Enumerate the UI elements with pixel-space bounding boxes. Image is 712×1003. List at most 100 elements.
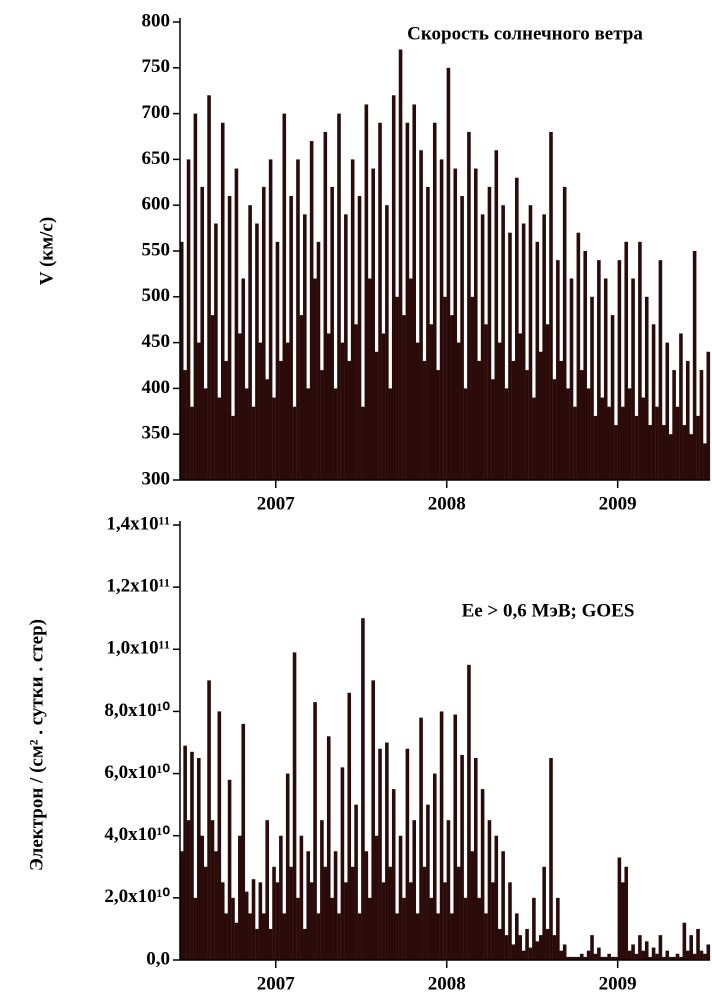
- bar: [330, 897, 334, 960]
- bar: [658, 260, 663, 480]
- bar: [443, 296, 447, 480]
- bar: [344, 214, 348, 481]
- bar: [419, 150, 423, 481]
- bar: [597, 947, 601, 960]
- bar: [497, 342, 502, 480]
- bar: [238, 333, 242, 480]
- bar: [651, 324, 656, 480]
- bar: [179, 241, 184, 480]
- bar: [231, 415, 235, 480]
- y-axis-label: V (км/с): [36, 217, 57, 285]
- bar: [617, 260, 622, 480]
- bar: [463, 388, 468, 480]
- bar: [617, 857, 622, 960]
- bar: [696, 415, 700, 480]
- bar: [631, 278, 635, 480]
- bar: [217, 397, 222, 480]
- bar: [347, 360, 352, 480]
- bar: [696, 928, 700, 960]
- bar: [463, 897, 468, 960]
- bar: [538, 351, 543, 480]
- bar: [381, 882, 386, 960]
- bar: [685, 950, 690, 960]
- bar: [556, 260, 560, 480]
- bar: [689, 434, 693, 480]
- bar: [241, 278, 246, 480]
- bar: [655, 406, 659, 480]
- bar: [511, 360, 516, 480]
- bar: [494, 835, 499, 960]
- bar: [241, 723, 246, 960]
- bar: [624, 866, 629, 960]
- bar: [330, 186, 334, 480]
- bar: [337, 113, 341, 480]
- bar: [244, 891, 249, 960]
- bar: [320, 370, 324, 480]
- bar: [576, 956, 581, 960]
- bar: [333, 388, 338, 480]
- y-tick-label: 500: [142, 285, 171, 306]
- bar: [207, 95, 211, 480]
- bar: [197, 342, 201, 480]
- bar: [409, 882, 413, 960]
- bar: [255, 928, 259, 960]
- bar: [306, 851, 311, 960]
- bar: [340, 342, 345, 480]
- bar: [323, 131, 328, 481]
- bar: [668, 956, 673, 960]
- bar: [289, 196, 293, 481]
- bar: [460, 196, 464, 481]
- bar: [316, 913, 321, 960]
- bar: [487, 186, 492, 480]
- bar: [395, 913, 399, 960]
- bar: [497, 928, 502, 960]
- bar: [258, 342, 263, 480]
- bar: [398, 49, 403, 480]
- bar: [521, 950, 526, 960]
- bar: [391, 789, 396, 960]
- bar: [436, 913, 440, 960]
- bar: [388, 866, 393, 960]
- bar: [398, 835, 403, 960]
- bar: [450, 913, 454, 960]
- bar: [446, 67, 451, 481]
- bar: [220, 882, 225, 960]
- bar: [391, 95, 396, 480]
- y-tick-label: 600: [142, 194, 171, 215]
- bar: [323, 866, 328, 960]
- bar: [460, 754, 464, 960]
- bar: [179, 851, 184, 960]
- bar: [665, 950, 670, 960]
- bar: [285, 773, 290, 960]
- bar: [559, 360, 564, 480]
- bar: [412, 104, 417, 480]
- bar: [326, 736, 331, 960]
- bar: [426, 804, 430, 960]
- y-axis-label: Электрон / (см² . сутки . стер): [26, 619, 47, 871]
- bar: [238, 835, 242, 960]
- bar: [467, 131, 471, 481]
- bar: [316, 241, 321, 480]
- bar: [248, 205, 252, 480]
- bar: [668, 434, 673, 480]
- bar: [576, 232, 581, 480]
- bar: [193, 897, 198, 960]
- bar: [484, 913, 488, 960]
- bar: [494, 150, 499, 481]
- bar: [405, 122, 410, 480]
- y-tick-label: 6,0x10¹⁰: [104, 762, 170, 783]
- bar: [200, 186, 205, 480]
- bar: [538, 935, 543, 960]
- bar: [518, 935, 523, 960]
- bar: [354, 804, 358, 960]
- bar: [603, 278, 608, 480]
- bar: [467, 664, 471, 960]
- bar: [326, 333, 331, 480]
- bar: [453, 168, 458, 480]
- bar: [357, 196, 362, 481]
- bar: [248, 913, 252, 960]
- bar: [378, 122, 382, 480]
- x-tick-label: 2007: [257, 493, 296, 514]
- x-tick-label: 2007: [257, 973, 296, 994]
- bar: [340, 767, 345, 960]
